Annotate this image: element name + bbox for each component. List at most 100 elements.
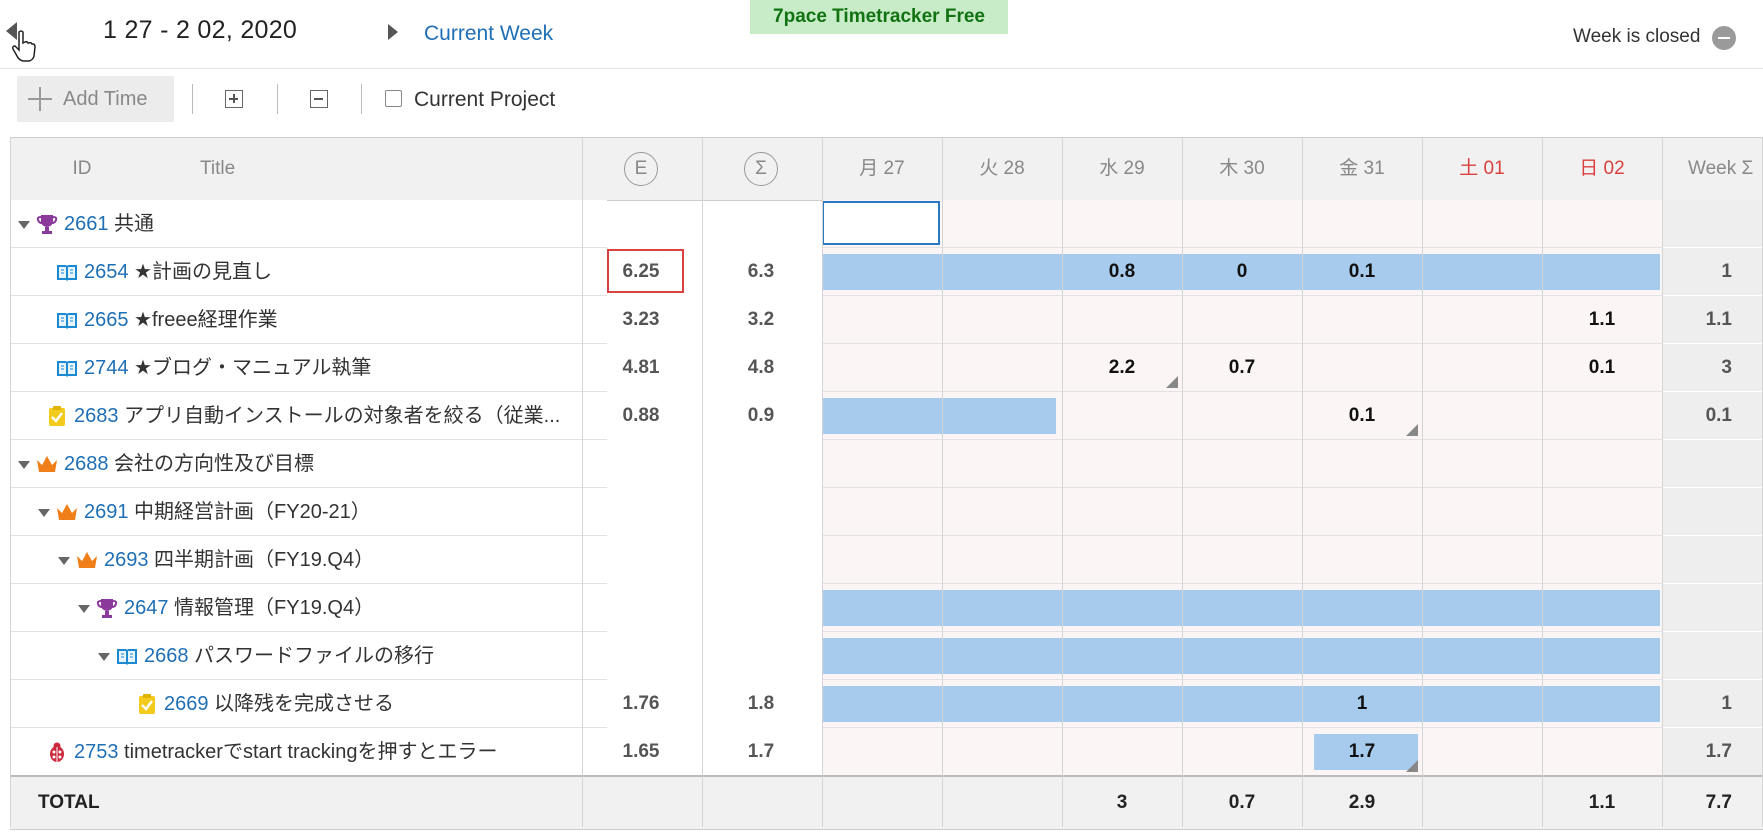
table-row[interactable]: 2665 ★freee経理作業 3.23 3.2 1.1 1.1 xyxy=(10,296,1763,344)
day-cell[interactable] xyxy=(1182,536,1302,584)
work-item-title[interactable]: 2654 ★計画の見直し xyxy=(84,248,604,296)
work-item-id[interactable]: 2654 xyxy=(84,261,129,283)
table-row[interactable]: 2693 四半期計画（FY19.Q4） xyxy=(10,536,1763,584)
day-cell[interactable] xyxy=(1542,296,1662,344)
estimate-header-icon[interactable]: E xyxy=(624,152,658,186)
work-item-id[interactable]: 2691 xyxy=(84,501,129,523)
selected-day-cell[interactable] xyxy=(822,201,940,245)
table-row[interactable]: 2661 共通 xyxy=(10,200,1763,248)
expand-all-icon[interactable] xyxy=(225,90,243,108)
current-project-checkbox[interactable] xyxy=(385,90,402,107)
resize-handle-icon[interactable] xyxy=(1166,376,1178,388)
work-item-id[interactable]: 2744 xyxy=(84,357,129,379)
day-cell[interactable] xyxy=(1302,488,1422,536)
time-bar[interactable] xyxy=(1314,734,1418,770)
day-cell[interactable] xyxy=(822,440,942,488)
day-cell[interactable] xyxy=(1542,536,1662,584)
day-cell[interactable] xyxy=(942,488,1062,536)
work-item-id[interactable]: 2688 xyxy=(64,453,109,475)
column-header-title[interactable]: Title xyxy=(200,158,236,179)
day-cell[interactable] xyxy=(822,344,942,392)
day-cell[interactable] xyxy=(1422,344,1542,392)
day-cell[interactable] xyxy=(1542,344,1662,392)
next-week-arrow-icon[interactable] xyxy=(388,24,398,40)
column-header-id[interactable]: ID xyxy=(72,158,92,179)
work-item-id[interactable]: 2753 xyxy=(74,741,119,763)
table-row[interactable]: 2647 情報管理（FY19.Q4） xyxy=(10,584,1763,632)
day-cell[interactable] xyxy=(1062,536,1182,584)
collapse-all-icon[interactable] xyxy=(310,90,328,108)
day-cell[interactable] xyxy=(1062,344,1182,392)
day-cell[interactable] xyxy=(1182,296,1302,344)
table-row[interactable]: 2683 アプリ自動インストールの対象者を絞る（従業... 0.88 0.9 0.1 0… xyxy=(10,392,1763,440)
day-cell[interactable] xyxy=(822,488,942,536)
work-item-id[interactable]: 2661 xyxy=(64,213,109,235)
table-row[interactable]: 2688 会社の方向性及び目標 xyxy=(10,440,1763,488)
day-cell[interactable] xyxy=(1302,392,1422,440)
day-cell[interactable] xyxy=(1542,488,1662,536)
day-cell[interactable] xyxy=(1182,200,1302,248)
day-cell[interactable] xyxy=(1062,440,1182,488)
resize-handle-icon[interactable] xyxy=(1406,760,1418,772)
work-item-title[interactable]: 2647 情報管理（FY19.Q4） xyxy=(124,584,604,632)
time-bar[interactable] xyxy=(822,398,1056,434)
table-row[interactable]: 2668 パスワードファイルの移行 xyxy=(10,632,1763,680)
day-cell[interactable] xyxy=(1422,296,1542,344)
previous-week-arrow-icon[interactable] xyxy=(6,22,17,40)
work-item-title[interactable]: 2665 ★freee経理作業 xyxy=(84,296,604,344)
day-cell[interactable] xyxy=(1062,296,1182,344)
day-cell[interactable] xyxy=(1542,200,1662,248)
table-row[interactable]: 2654 ★計画の見直し 6.25 6.3 0.8 0 0.1 1 xyxy=(10,248,1763,296)
day-cell[interactable] xyxy=(1422,728,1542,776)
time-bar[interactable] xyxy=(822,590,1660,626)
work-item-title[interactable]: 2688 会社の方向性及び目標 xyxy=(64,440,604,488)
day-cell[interactable] xyxy=(1182,488,1302,536)
time-bar[interactable] xyxy=(822,254,1660,290)
day-cell[interactable] xyxy=(942,728,1062,776)
time-bar[interactable] xyxy=(822,638,1660,674)
day-cell[interactable] xyxy=(1422,392,1542,440)
day-cell[interactable] xyxy=(1542,392,1662,440)
collapse-caret-icon[interactable] xyxy=(58,557,70,565)
time-bar[interactable] xyxy=(822,686,1660,722)
day-cell[interactable] xyxy=(1542,440,1662,488)
day-cell[interactable] xyxy=(1062,488,1182,536)
day-cell[interactable] xyxy=(1302,536,1422,584)
current-week-link[interactable]: Current Week xyxy=(424,22,554,45)
day-cell[interactable] xyxy=(1182,392,1302,440)
work-item-title[interactable]: 2693 四半期計画（FY19.Q4） xyxy=(104,536,604,584)
table-row[interactable]: 2669 以降残を完成させる 1.76 1.8 1 1 xyxy=(10,680,1763,728)
day-cell[interactable] xyxy=(1542,728,1662,776)
table-row[interactable]: 2744 ★ブログ・マニュアル執筆 4.81 4.8 2.2 0.7 0.1 3 xyxy=(10,344,1763,392)
work-item-title[interactable]: 2683 アプリ自動インストールの対象者を絞る（従業... xyxy=(74,392,604,440)
day-cell[interactable] xyxy=(942,296,1062,344)
work-item-title[interactable]: 2661 共通 xyxy=(64,200,604,248)
work-item-id[interactable]: 2647 xyxy=(124,597,169,619)
table-row[interactable]: 2691 中期経営計画（FY20-21） xyxy=(10,488,1763,536)
work-item-title[interactable]: 2753 timetrackerでstart trackingを押すとエラー xyxy=(74,728,604,776)
day-cell[interactable] xyxy=(942,344,1062,392)
work-item-title[interactable]: 2668 パスワードファイルの移行 xyxy=(144,632,604,680)
work-item-id[interactable]: 2693 xyxy=(104,549,149,571)
work-item-id[interactable]: 2669 xyxy=(164,693,209,715)
work-item-id[interactable]: 2683 xyxy=(74,405,119,427)
work-item-title[interactable]: 2691 中期経営計画（FY20-21） xyxy=(84,488,604,536)
day-cell[interactable] xyxy=(822,296,942,344)
day-cell[interactable] xyxy=(1182,440,1302,488)
day-cell[interactable] xyxy=(1302,440,1422,488)
day-cell[interactable] xyxy=(1062,392,1182,440)
sum-header-icon[interactable]: Σ xyxy=(744,152,778,186)
day-cell[interactable] xyxy=(1062,200,1182,248)
collapse-caret-icon[interactable] xyxy=(18,461,30,469)
day-cell[interactable] xyxy=(1302,296,1422,344)
day-cell[interactable] xyxy=(1302,200,1422,248)
day-cell[interactable] xyxy=(1302,344,1422,392)
day-cell[interactable] xyxy=(942,200,1062,248)
day-cell[interactable] xyxy=(1422,488,1542,536)
resize-handle-icon[interactable] xyxy=(1406,424,1418,436)
minus-circle-icon[interactable] xyxy=(1712,26,1736,50)
day-cell[interactable] xyxy=(1422,536,1542,584)
table-row[interactable]: 2753 timetrackerでstart trackingを押すとエラー 1.… xyxy=(10,728,1763,776)
day-cell[interactable] xyxy=(942,536,1062,584)
day-cell[interactable] xyxy=(942,440,1062,488)
